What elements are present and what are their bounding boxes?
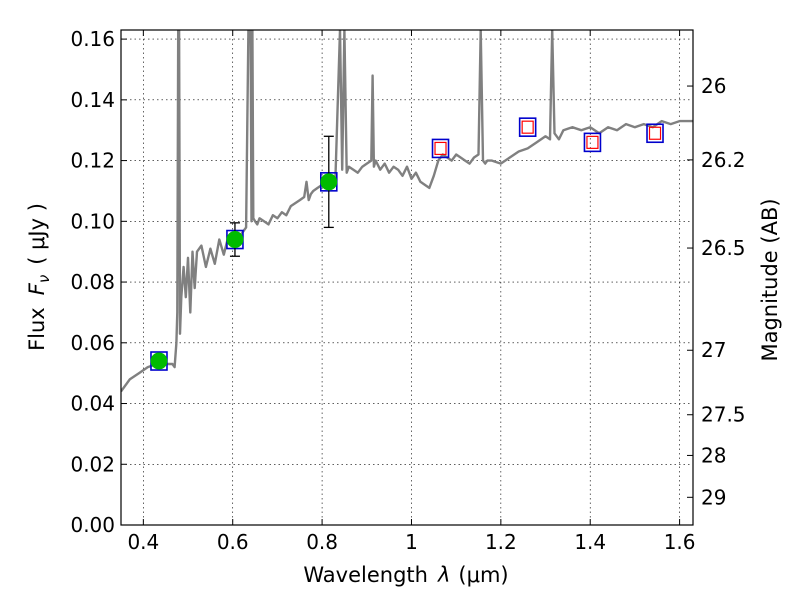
right-tick-label: 29	[701, 485, 726, 509]
x-tick-label: 1.6	[664, 530, 696, 554]
y-tick-label: 0.04	[70, 392, 115, 416]
right-tick-label: 26	[701, 74, 726, 98]
right-tick-label: 26.5	[701, 236, 746, 260]
model-photometry-point	[583, 132, 602, 153]
spectrum-line	[121, 30, 693, 393]
y-tick-label: 0.08	[70, 270, 115, 294]
y-tick-label: 0.02	[70, 452, 115, 476]
x-tick-label: 0.8	[306, 530, 338, 554]
model-photometry-point	[646, 123, 664, 144]
y-tick-label: 0.14	[70, 88, 115, 112]
x-tick-label: 1.2	[485, 530, 517, 554]
x-tick-label: 1.4	[574, 530, 606, 554]
observed-limit-point	[434, 141, 447, 156]
right-tick-label: 27	[701, 338, 726, 362]
model-photometry-point	[431, 138, 450, 159]
grid-lines	[121, 30, 693, 525]
y-tick-label: 0.10	[70, 209, 115, 233]
right-tick-label: 26.2	[701, 148, 746, 172]
right-tick-label: 27.5	[701, 403, 746, 427]
y-tick-label: 0.00	[70, 513, 115, 537]
observed-detection-point	[320, 173, 338, 191]
y-tick-label: 0.12	[70, 149, 115, 173]
observed-limit-point	[521, 120, 534, 134]
observed-detection-point	[150, 352, 168, 370]
y-tick-label: 0.06	[70, 331, 115, 355]
right-y-axis-label: Magnitude (AB)	[758, 198, 782, 361]
x-tick-label: 0.6	[217, 530, 249, 554]
y-axis-label: FluxFν( μJy )	[25, 203, 53, 351]
right-tick-label: 28	[701, 443, 726, 467]
observed-limit-point	[648, 126, 662, 140]
axis-ticks: 0.4 0.6 0.8 1 1.2 1.4 1.6 0.00 0.02 0.04 0.06 0.08 0…	[70, 27, 745, 554]
plot-frame	[120, 29, 694, 526]
model-photometry-point	[518, 117, 537, 137]
x-tick-label: 1	[405, 530, 418, 554]
observed-limit-point	[586, 135, 599, 149]
x-axis-label: Wavelength λ (μm)	[303, 563, 508, 587]
observed-detection-point	[226, 231, 244, 249]
y-tick-label: 0.16	[70, 27, 115, 51]
plot-content	[121, 30, 693, 393]
x-tick-label: 0.4	[127, 530, 159, 554]
